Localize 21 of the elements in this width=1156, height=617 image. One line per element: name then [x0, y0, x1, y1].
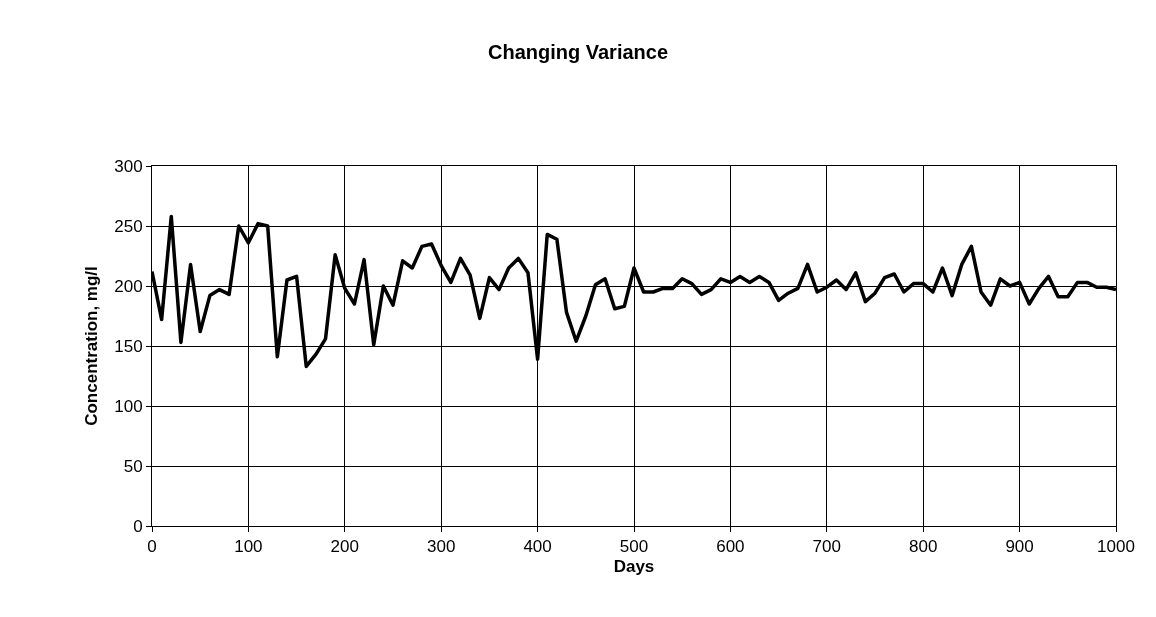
y-axis-title: Concentration, mg/l — [81, 266, 101, 426]
y-tick-label: 150 — [114, 336, 143, 356]
x-tick-label: 700 — [812, 537, 841, 557]
x-tick-label: 500 — [619, 537, 649, 557]
chart-title: Changing Variance — [487, 41, 669, 64]
x-tick-label: 100 — [234, 537, 263, 557]
x-tick-label: 300 — [427, 537, 456, 557]
y-tick-label: 0 — [133, 516, 143, 536]
x-tick-label: 1000 — [1097, 537, 1135, 557]
x-tick-label: 200 — [330, 537, 359, 557]
x-tick-label: 0 — [147, 537, 157, 557]
y-tick-label: 200 — [114, 276, 143, 296]
y-tick-label: 300 — [114, 156, 143, 176]
x-tick-label: 600 — [716, 537, 745, 557]
x-axis-title: Days — [613, 556, 655, 576]
y-tick-label: 250 — [114, 216, 143, 236]
x-tick-label: 900 — [1005, 537, 1034, 557]
x-tick-label: 800 — [909, 537, 938, 557]
y-tick-label: 100 — [114, 396, 143, 416]
y-tick-label: 50 — [123, 456, 143, 476]
x-tick-label: 400 — [523, 537, 552, 557]
